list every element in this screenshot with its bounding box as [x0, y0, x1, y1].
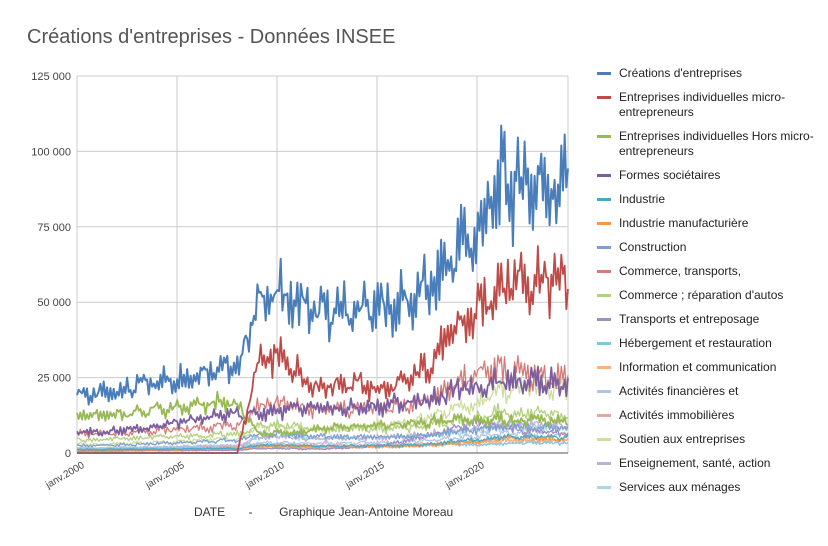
legend-label: Entreprises individuelles Hors micro-ent… [619, 129, 814, 158]
x-tick-label: janv.2005 [143, 460, 187, 492]
legend-item: Formes sociétaires [597, 168, 825, 183]
legend-item: Entreprises individuelles Hors micro-ent… [597, 129, 825, 159]
legend-item: Enseignement, santé, action [597, 456, 825, 471]
legend-item: Industrie manufacturière [597, 216, 825, 231]
legend-label: Créations d'entreprises [619, 66, 743, 80]
x-tick-label: janv.2010 [243, 460, 287, 492]
x-tick-label: janv.2020 [443, 460, 487, 492]
legend-item: Industrie [597, 192, 825, 207]
grid [76, 75, 569, 454]
series-line [76, 365, 569, 437]
legend-swatch [597, 72, 611, 75]
legend-swatch [597, 462, 611, 465]
legend-label: Commerce, transports, [619, 264, 742, 278]
legend-item: Hébergement et restauration [597, 336, 825, 351]
legend-swatch [597, 246, 611, 249]
legend-swatch [597, 414, 611, 417]
legend-swatch [597, 318, 611, 321]
legend-item: Activités financières et [597, 384, 825, 399]
legend-label: Hébergement et restauration [619, 336, 772, 350]
y-tick-label: 75 000 [37, 222, 71, 234]
legend-item: Commerce, transports, [597, 264, 825, 279]
x-tick-label: janv.2015 [343, 460, 387, 492]
x-axis-label: DATE - Graphique Jean-Antoine Moreau [194, 505, 454, 519]
series-line [76, 420, 569, 448]
legend-label: Construction [619, 240, 687, 254]
legend-swatch [597, 96, 611, 99]
legend-label: Transports et entreposage [619, 312, 760, 326]
series-line [76, 429, 569, 450]
legend-item: Créations d'entreprises [597, 66, 825, 81]
series-line [76, 376, 569, 447]
legend-item: Soutien aux entreprises [597, 432, 825, 447]
legend-label: Soutien aux entreprises [619, 432, 746, 446]
chart-title: Créations d'entreprises - Données INSEE [27, 26, 396, 48]
y-tick-label: 100 000 [31, 146, 71, 158]
legend-swatch [597, 366, 611, 369]
series-line [76, 433, 569, 452]
legend-item: Entreprises individuelles micro-entrepre… [597, 90, 825, 120]
legend-swatch [597, 390, 611, 393]
series-line [76, 440, 569, 451]
legend-swatch [597, 174, 611, 177]
legend-swatch [597, 438, 611, 441]
legend-label: Formes sociétaires [619, 168, 721, 182]
y-tick-label: 125 000 [31, 71, 71, 83]
legend-item: Construction [597, 240, 825, 255]
legend-swatch [597, 198, 611, 201]
x-tick-label: janv.2000 [43, 460, 87, 492]
legend-label: Entreprises individuelles micro-entrepre… [619, 90, 786, 119]
legend-swatch [597, 135, 611, 138]
legend-label: Commerce ; réparation d'autos [619, 288, 784, 302]
y-tick-label: 0 [65, 448, 71, 460]
y-tick-label: 50 000 [37, 297, 71, 309]
chart-legend: Créations d'entreprises Entreprises indiv… [597, 66, 825, 504]
series-line [76, 124, 569, 406]
legend-label: Industrie [619, 192, 666, 206]
legend-swatch [597, 294, 611, 297]
y-tick-label: 25 000 [37, 373, 71, 385]
legend-item: Services aux ménages [597, 480, 825, 495]
legend-label: Industrie manufacturière [619, 216, 749, 230]
legend-item: Transports et entreposage [597, 312, 825, 327]
legend-label: Services aux ménages [619, 480, 741, 494]
legend-swatch [597, 342, 611, 345]
legend-label: Information et communication [619, 360, 777, 374]
legend-item: Information et communication [597, 360, 825, 375]
series-lines [76, 124, 569, 454]
legend-label: Activités financières et [619, 384, 739, 398]
legend-label: Activités immobilières [619, 408, 735, 422]
legend-swatch [597, 486, 611, 489]
legend-label: Enseignement, santé, action [619, 456, 771, 470]
legend-item: Commerce ; réparation d'autos [597, 288, 825, 303]
legend-swatch [597, 222, 611, 225]
series-line [76, 390, 569, 438]
legend-swatch [597, 270, 611, 273]
legend-item: Activités immobilières [597, 408, 825, 423]
